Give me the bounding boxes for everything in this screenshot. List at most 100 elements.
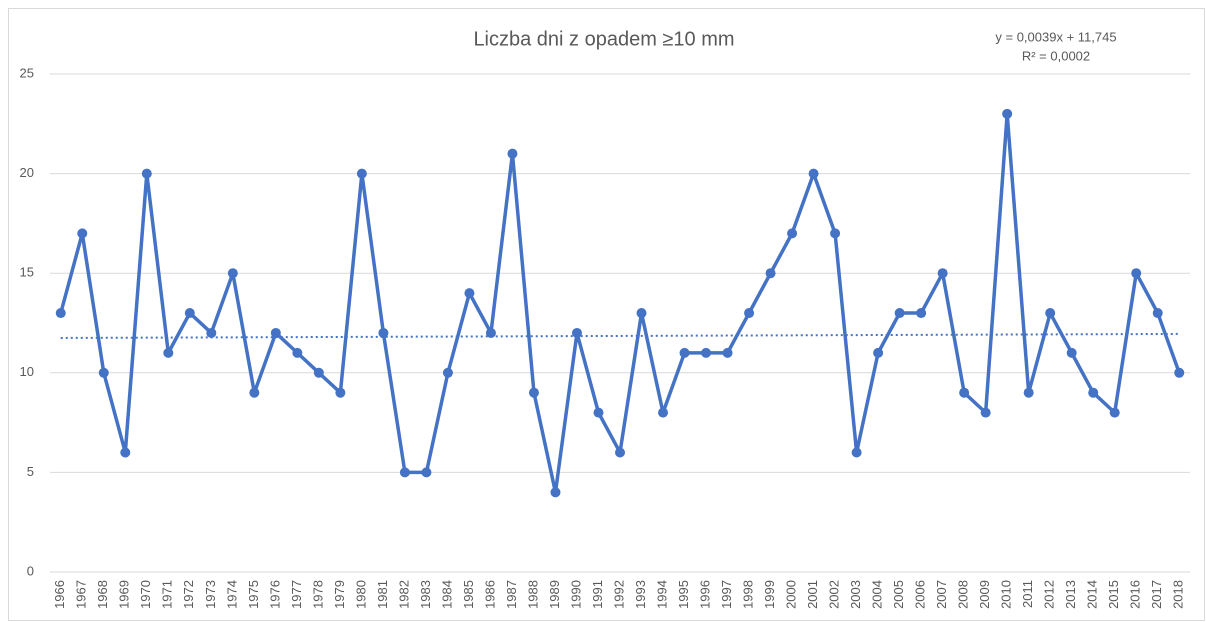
data-point [722,347,733,358]
x-tick-label: 2002 [827,580,842,609]
x-tick-label: 2014 [1085,580,1100,609]
data-point [421,467,432,478]
y-tick-label: 10 [20,364,34,379]
x-tick-label: 1972 [181,580,196,609]
x-tick-label: 1986 [482,580,497,609]
x-tick-label: 1983 [418,580,433,609]
data-point [744,308,755,319]
x-tick-label: 1976 [267,580,282,609]
trend-r-squared: R² = 0,0002 [1022,48,1090,63]
x-tick-label: 2000 [784,580,799,609]
x-tick-label: 1988 [525,580,540,609]
data-point [292,347,303,358]
data-point [1023,387,1034,398]
data-point [980,407,991,418]
data-point [787,228,798,239]
x-tick-label: 2001 [805,580,820,609]
x-tick-label: 1990 [568,580,583,609]
data-point [830,228,841,239]
data-point [163,347,174,358]
data-point [1088,387,1099,398]
y-tick-label: 15 [20,265,34,280]
x-tick-label: 1967 [74,580,89,609]
data-point [615,447,625,458]
x-tick-label: 1996 [697,580,712,609]
data-point [679,347,690,358]
x-tick-label: 2005 [891,580,906,609]
data-point [1045,308,1056,319]
data-point [1066,347,1077,358]
x-tick-label: 2003 [848,580,863,609]
x-tick-label: 2008 [956,580,971,609]
data-point [658,407,669,418]
data-point [1002,108,1013,119]
x-tick-label: 1999 [762,580,777,609]
chart-title: Liczba dni z opadem ≥10 mm [473,28,734,50]
x-tick-label: 2004 [870,580,885,609]
x-tick-label: 1994 [654,580,669,609]
x-tick-label: 2007 [934,580,949,609]
x-tick-label: 1971 [160,580,175,609]
data-point [77,228,88,239]
y-tick-label: 5 [27,464,34,479]
data-point [765,268,776,279]
data-point [1109,407,1120,418]
y-tick-label: 25 [20,65,34,80]
data-point [55,308,66,319]
data-point [184,308,195,319]
data-point [1131,268,1142,279]
x-tick-label: 1970 [138,580,153,609]
data-point [550,487,561,498]
x-tick-label: 1991 [590,580,605,609]
data-point [571,327,582,338]
data-point [593,407,604,418]
data-point [378,327,389,338]
data-point [442,367,453,378]
x-tick-label: 2010 [999,580,1014,609]
data-point [313,367,324,378]
x-tick-label: 2012 [1042,580,1057,609]
x-tick-label: 1977 [289,580,304,609]
x-tick-label: 2011 [1020,580,1035,608]
data-point [356,168,367,179]
x-tick-label: 1980 [353,580,368,609]
data-point [1174,367,1185,378]
x-tick-label: 2009 [977,580,992,609]
x-tick-label: 1998 [740,580,755,609]
data-point [851,447,862,458]
x-tick-label: 1982 [396,580,411,609]
x-tick-label: 1995 [676,580,691,609]
data-point [894,308,905,319]
data-point [959,387,970,398]
x-tick-label: 2015 [1106,580,1121,609]
x-tick-label: 1984 [439,580,454,609]
trendline [60,332,1180,339]
data-point [98,367,109,378]
data-point [464,288,475,299]
x-tick-label: 1978 [310,580,325,609]
data-point [528,387,539,398]
x-tick-label: 1987 [504,580,519,609]
x-tick-label: 1981 [375,580,390,609]
data-point [399,467,410,478]
x-tick-label: 1997 [719,580,734,609]
x-tick-label: 1985 [461,580,476,609]
x-tick-label: 1993 [633,580,648,609]
data-point [141,168,152,179]
x-tick-label: 1974 [224,580,239,609]
y-tick-label: 20 [20,165,34,180]
data-point [916,308,927,319]
x-tick-label: 1966 [52,580,67,609]
data-point [120,447,131,458]
data-point [507,148,518,159]
x-tick-label: 2017 [1149,580,1164,609]
data-point [808,168,819,179]
data-point [1152,308,1163,319]
data-point [937,268,948,279]
x-tick-label: 1975 [246,580,261,609]
x-tick-label: 1992 [611,580,626,609]
x-tick-label: 2013 [1063,580,1078,609]
x-tick-label: 1969 [117,580,132,609]
x-tick-label: 2018 [1171,580,1186,609]
